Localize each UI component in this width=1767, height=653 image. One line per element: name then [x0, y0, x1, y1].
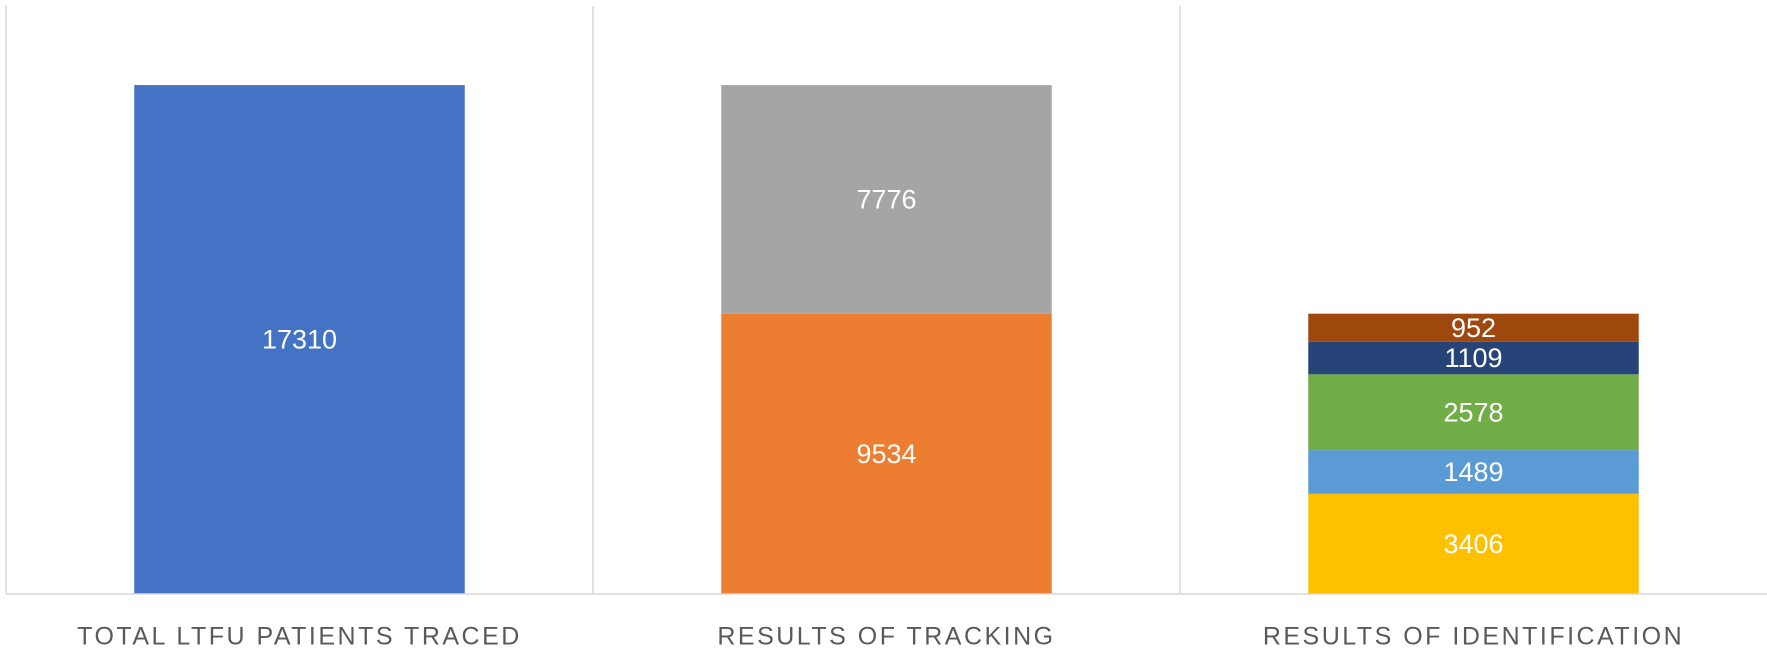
data-label: 9534 — [856, 439, 916, 469]
x-tick-label: RESULTS OF IDENTIFICATION — [1263, 623, 1684, 651]
data-label: 1489 — [1443, 457, 1503, 487]
data-label: 3406 — [1443, 529, 1503, 559]
data-label: 7776 — [856, 185, 916, 215]
x-tick-label: RESULTS OF TRACKING — [717, 623, 1055, 651]
data-label: 2578 — [1443, 397, 1503, 427]
bar-segment — [721, 85, 1052, 314]
bar-segment — [1308, 493, 1639, 594]
bar-segment — [721, 313, 1052, 594]
bar-segment — [1308, 374, 1639, 451]
x-tick-label: TOTAL LTFU PATIENTS TRACED — [77, 623, 522, 651]
bar-segment — [134, 85, 465, 594]
bar-segment — [1308, 313, 1639, 342]
bar-segment — [1308, 450, 1639, 494]
data-label: 17310 — [262, 325, 337, 355]
data-label: 1109 — [1444, 343, 1502, 373]
data-label: 952 — [1451, 313, 1496, 343]
bar-segment — [1308, 341, 1639, 375]
